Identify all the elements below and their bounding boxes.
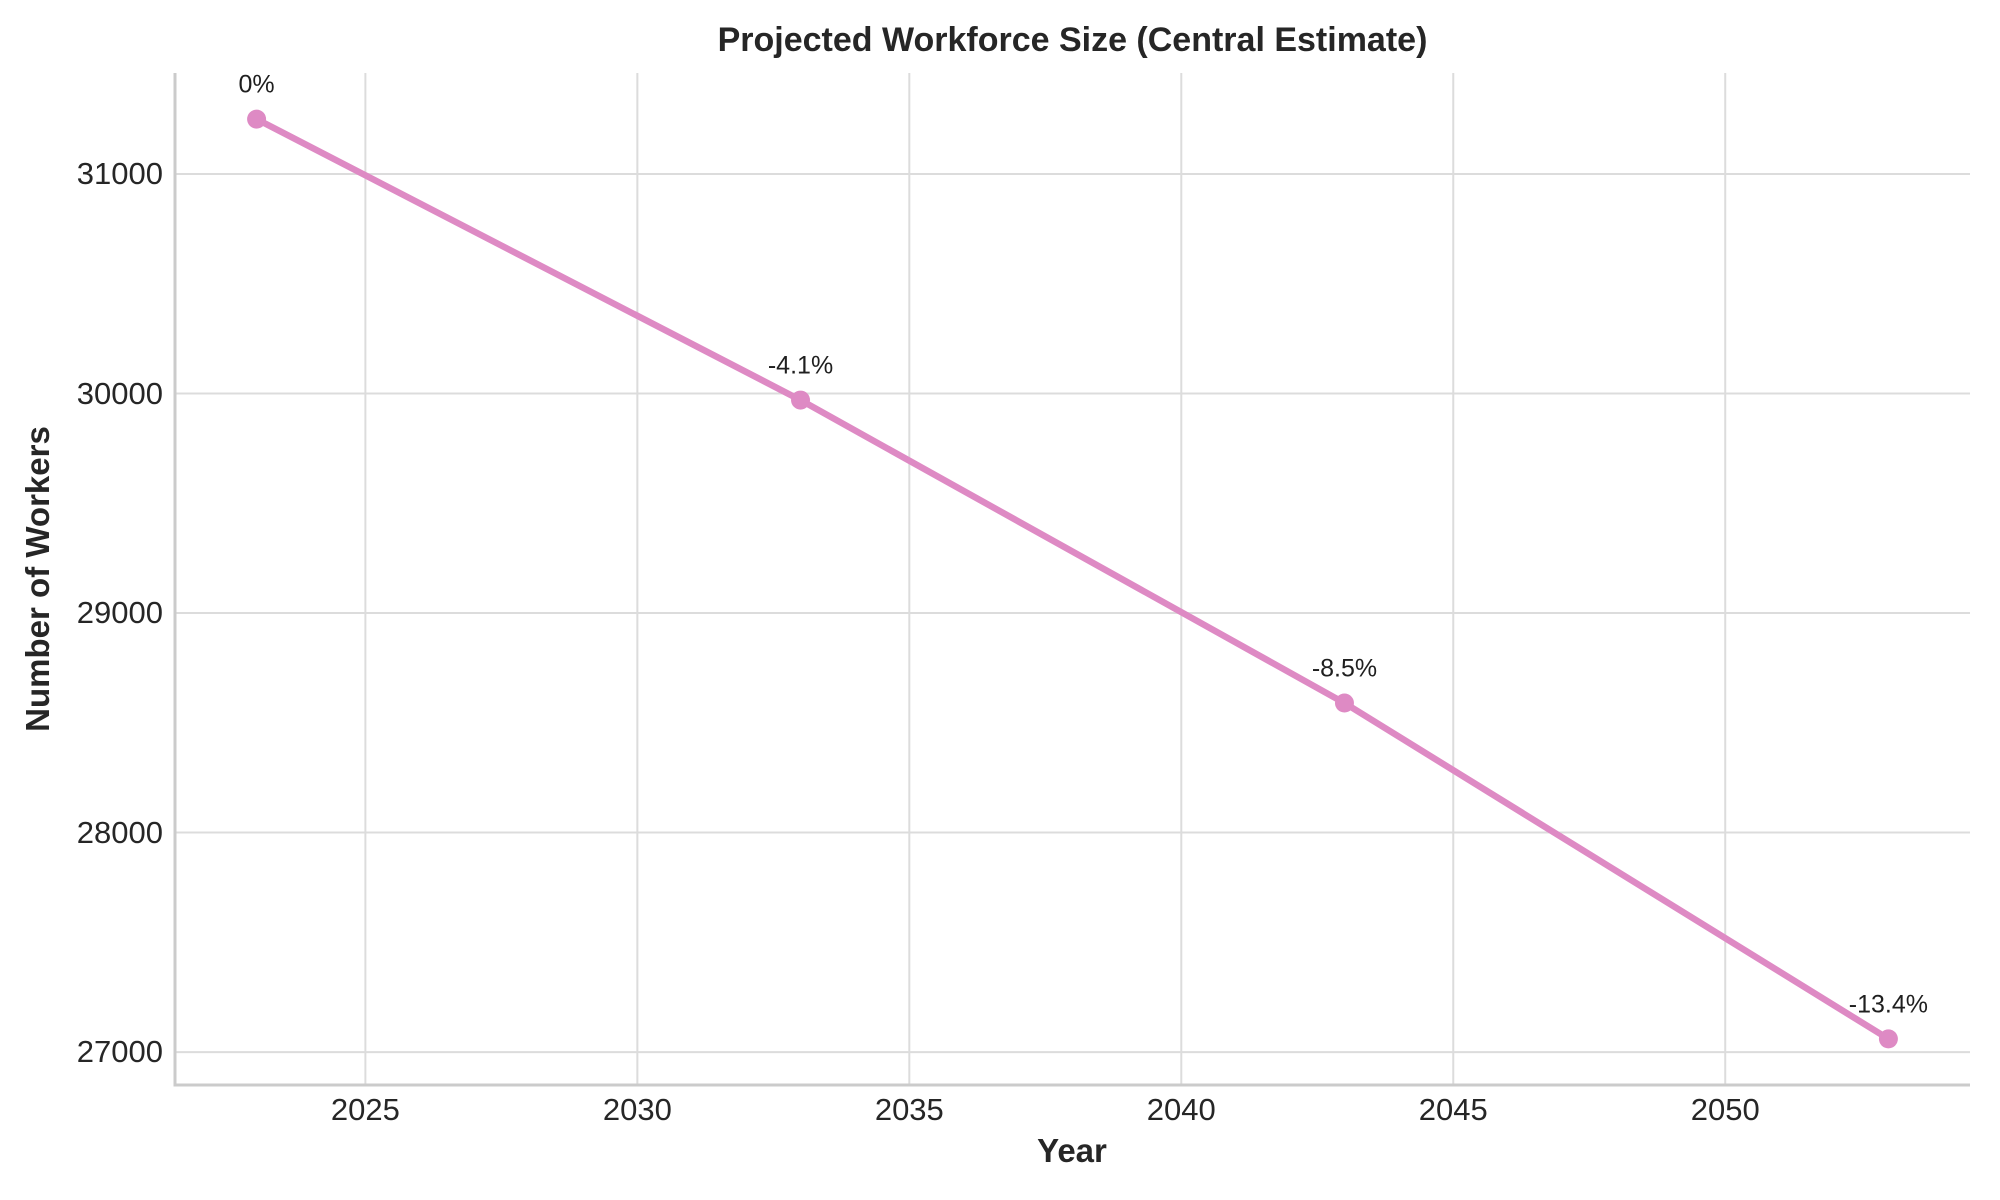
data-point-2043 (1334, 693, 1354, 713)
point-label-2053: -13.4% (1848, 990, 1929, 1019)
chart-title: Projected Workforce Size (Central Estima… (717, 21, 1428, 59)
point-label-2043: -8.5% (1311, 654, 1378, 683)
data-point-2053 (1878, 1029, 1898, 1049)
y-tick-label-28000: 28000 (76, 814, 163, 850)
point-label-2023: 0% (238, 70, 275, 99)
y-axis-label: Number of Workers (19, 426, 56, 732)
y-tick-label-27000: 27000 (76, 1034, 163, 1070)
data-point-2023 (247, 109, 267, 129)
point-label-2033: -4.1% (767, 351, 834, 380)
data-point-2033 (791, 390, 811, 410)
x-tick-label-2030: 2030 (602, 1092, 672, 1127)
y-tick-label-29000: 29000 (76, 595, 163, 631)
y-tick-label-31000: 31000 (76, 155, 163, 191)
x-tick-label-2035: 2035 (874, 1092, 944, 1127)
x-tick-label-2045: 2045 (1418, 1092, 1488, 1127)
x-tick-label-2040: 2040 (1146, 1092, 1216, 1127)
x-axis-label: Year (1037, 1132, 1107, 1169)
y-tick-label-30000: 30000 (76, 375, 163, 411)
x-tick-label-2025: 2025 (330, 1092, 400, 1127)
x-tick-label-2050: 2050 (1690, 1092, 1760, 1127)
workforce-line (253, 115, 1892, 1043)
